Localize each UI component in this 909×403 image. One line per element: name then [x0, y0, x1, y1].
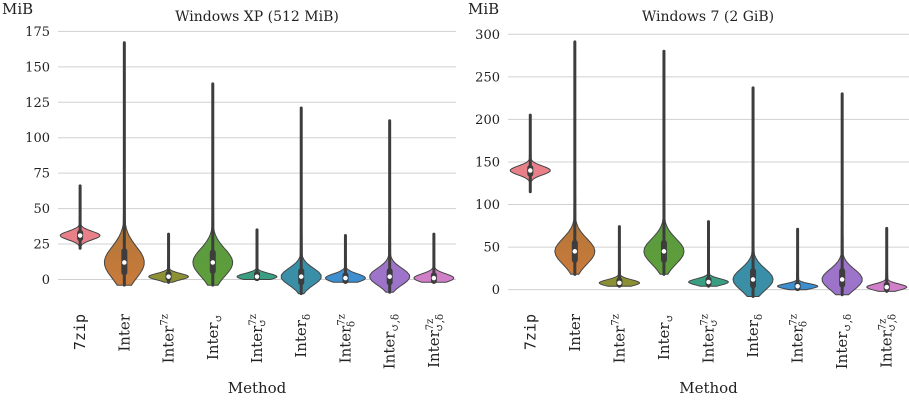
x-tick-label: Inter7z — [160, 314, 178, 363]
violin-4 — [192, 82, 234, 287]
x-tick-label: Inter — [566, 313, 584, 351]
y-tick-label: 125 — [25, 96, 50, 111]
violin-median — [527, 167, 534, 174]
y-tick-label: 100 — [475, 198, 500, 213]
panel-1: 0 25 50 75 100 125 150 175 Windows XP (512 MiB) M… — [2, 0, 456, 397]
violin-2 — [103, 41, 145, 287]
y-tick-label: 150 — [475, 155, 500, 170]
x-tick-label: Inter↺ — [655, 314, 676, 360]
y-tick-label: 75 — [33, 167, 50, 182]
x-tick-label: Inter7z↺ — [700, 314, 721, 363]
y-tick-label: 50 — [33, 202, 50, 217]
violin-median — [386, 273, 393, 280]
violin-median — [165, 273, 172, 280]
violin-median — [705, 279, 712, 285]
x-tick-label: Interδ — [292, 314, 313, 358]
y-tick-label: 0 — [42, 273, 50, 288]
violin-7 — [776, 227, 819, 292]
violin-3 — [148, 232, 190, 284]
x-tick-label: Inter7zδ — [789, 314, 810, 363]
violin-9 — [413, 232, 455, 284]
panel-2: 0 50 100 150 200 250 300 Windows 7 (2 GiB) MiB Me… — [468, 0, 909, 397]
violin-median — [298, 273, 305, 280]
x-tick-label: Inter↺,δ — [833, 314, 854, 369]
x-tick-label: Inter7z↺,δ — [878, 314, 899, 368]
violin-1 — [59, 184, 101, 250]
violin-8 — [821, 92, 863, 297]
violin-9 — [865, 226, 908, 293]
violin-median — [750, 276, 756, 283]
x-tick-label: Inter7z — [610, 314, 628, 363]
violin-median — [342, 275, 349, 281]
violin-median — [209, 259, 216, 266]
violin-median — [430, 275, 437, 281]
x-tick-label: Interδ — [744, 314, 765, 358]
violin-median — [661, 248, 667, 255]
y-tick-label: 200 — [475, 113, 500, 128]
y-tick-label: 300 — [475, 28, 500, 43]
x-tick-label: Inter7zδ — [336, 314, 357, 363]
x-axis-label: Method — [228, 379, 287, 397]
violin-3 — [598, 225, 640, 288]
violin-median — [839, 276, 846, 283]
y-tick-label: 50 — [483, 241, 500, 256]
violin-median — [571, 248, 578, 255]
x-tick-label: Inter7z↺,δ — [425, 314, 446, 368]
x-tick-label: Inter↺ — [204, 314, 225, 360]
y-tick-label: 0 — [492, 283, 500, 298]
violin-median — [121, 259, 128, 266]
x-axis-label: Method — [679, 379, 738, 397]
violin-5 — [687, 220, 730, 288]
x-tick-label: 7zip — [71, 314, 89, 350]
y-tick-label: 150 — [25, 60, 50, 75]
violin-median — [77, 232, 84, 239]
x-tick-label: Inter — [115, 313, 133, 351]
y-tick-label: 250 — [475, 70, 500, 85]
x-tick-label: 7zip — [521, 314, 539, 350]
violin-2 — [554, 40, 596, 276]
y-tick-label: 100 — [25, 131, 50, 146]
violin-5 — [236, 228, 278, 282]
violin-1 — [509, 113, 551, 194]
chart-title: Windows XP (512 MiB) — [175, 9, 339, 25]
violin-4 — [643, 49, 685, 276]
violin-6 — [280, 106, 322, 296]
y-axis-label: MiB — [2, 0, 33, 18]
violin-median — [883, 284, 890, 291]
violin-7 — [324, 234, 366, 284]
violin-median — [794, 283, 801, 290]
y-axis-label: MiB — [468, 0, 499, 18]
violin-median — [616, 279, 623, 286]
y-tick-label: 175 — [25, 25, 50, 40]
y-tick-label: 25 — [33, 238, 50, 253]
violin-median — [254, 273, 260, 280]
x-tick-label: Inter7z↺ — [248, 314, 269, 363]
violin-6 — [732, 86, 774, 298]
violin-8 — [369, 119, 411, 294]
x-tick-label: Inter↺,δ — [381, 314, 402, 369]
chart-title: Windows 7 (2 GiB) — [642, 9, 774, 25]
